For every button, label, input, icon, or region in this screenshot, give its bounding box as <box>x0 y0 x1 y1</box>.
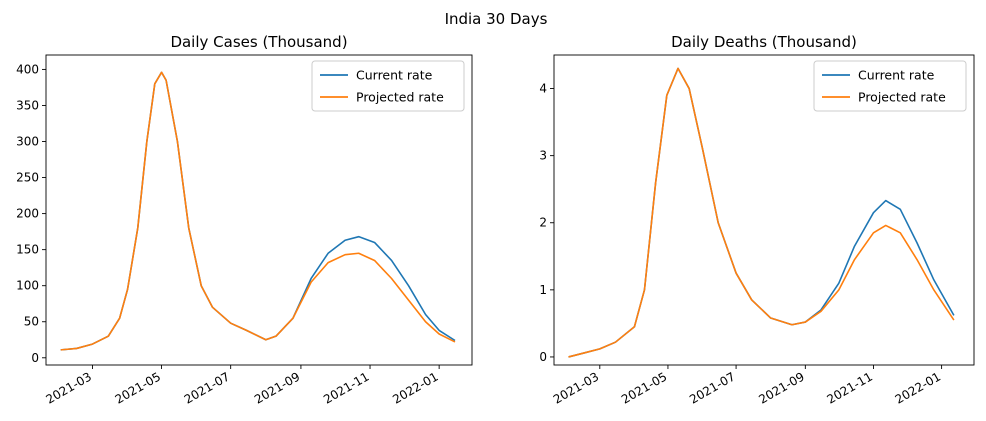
legend: Current rate Projected rate <box>311 60 465 112</box>
y-tick-label: 2 <box>539 216 547 230</box>
y-tick-label: 350 <box>16 98 39 112</box>
y-tick-label: 200 <box>16 207 39 221</box>
legend-label-projected-rate: Projected rate <box>356 90 444 105</box>
legend-label-current-rate: Current rate <box>356 68 433 83</box>
series-line-current-rate <box>60 71 456 351</box>
x-tick-label: 2021-07 <box>182 369 232 406</box>
x-tick-label: 2021-03 <box>44 369 94 406</box>
legend-box <box>813 60 967 112</box>
y-tick-label: 0 <box>539 350 547 364</box>
y-tick-label: 100 <box>16 279 39 293</box>
chart-title: Daily Deaths (Thousand) <box>671 33 857 51</box>
y-tick-label: 1 <box>539 283 547 297</box>
legend-label-projected-rate: Projected rate <box>858 90 946 105</box>
x-tick-label: 2021-11 <box>321 369 371 406</box>
plot-frame <box>45 54 473 366</box>
legend: Current rate Projected rate <box>813 60 967 112</box>
x-tick-label: 2021-11 <box>825 369 875 406</box>
charts-container: Daily Cases (Thousand) 0 50 100 150 200 250 300… <box>16 33 975 407</box>
y-tick-label: 300 <box>16 135 39 149</box>
y-tick-label: 50 <box>24 315 39 329</box>
series-line-current-rate <box>568 67 955 358</box>
y-tick-label: 400 <box>16 62 39 76</box>
y-tick-label: 0 <box>31 351 39 365</box>
x-tick-label: 2021-05 <box>113 369 163 406</box>
y-tick-label: 4 <box>539 82 547 96</box>
x-tick-label: 2021-07 <box>687 369 737 406</box>
y-tick-label: 150 <box>16 243 39 257</box>
chart-title: Daily Cases (Thousand) <box>170 33 347 51</box>
x-tick-label: 2021-03 <box>551 369 601 406</box>
figure-title: India 30 Days <box>445 10 548 28</box>
x-tick-label: 2022-01 <box>390 369 440 406</box>
x-tick-label: 2022-01 <box>893 369 943 406</box>
y-tick-label: 250 <box>16 171 39 185</box>
legend-label-current-rate: Current rate <box>858 68 935 83</box>
x-tick-label: 2021-09 <box>756 369 806 406</box>
series-line-projected-rate <box>60 71 456 351</box>
chart-panel-1: Daily Cases (Thousand) 0 50 100 150 200 250 300… <box>16 33 473 407</box>
x-tick-label: 2021-09 <box>252 369 302 406</box>
chart-panel-2: Daily Deaths (Thousand) 0 1 2 3 4 2021-03 2021-… <box>539 33 975 407</box>
y-tick-label: 3 <box>539 149 547 163</box>
plot-frame <box>553 54 975 366</box>
series-line-projected-rate <box>568 67 955 358</box>
legend-box <box>311 60 465 112</box>
x-tick-label: 2021-05 <box>619 369 669 406</box>
